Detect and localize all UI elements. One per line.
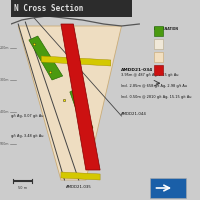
Polygon shape — [61, 172, 100, 180]
Polygon shape — [29, 36, 63, 80]
FancyBboxPatch shape — [154, 52, 163, 62]
FancyBboxPatch shape — [11, 0, 132, 17]
Text: 50 m: 50 m — [18, 186, 27, 190]
Polygon shape — [18, 26, 121, 180]
Text: N Cross Section: N Cross Section — [14, 4, 83, 13]
Text: 200m: 200m — [0, 46, 9, 50]
Text: Incl. 2.85m @ 658 g/t Ag, 2.98 g/t Au: Incl. 2.85m @ 658 g/t Ag, 2.98 g/t Au — [121, 84, 187, 88]
Text: 500m: 500m — [0, 142, 9, 146]
Text: AMDD21-035: AMDD21-035 — [66, 185, 92, 189]
FancyBboxPatch shape — [154, 39, 163, 49]
Text: Incl. 0.50m @ 2810 g/t Ag, 15.15 g/t Au: Incl. 0.50m @ 2810 g/t Ag, 15.15 g/t Au — [121, 95, 191, 99]
Polygon shape — [70, 88, 93, 132]
Text: 400m: 400m — [0, 110, 9, 114]
FancyBboxPatch shape — [150, 178, 186, 198]
Text: EXPLANATION: EXPLANATION — [154, 27, 179, 31]
Text: 3.95m @ 487 g/t Ag, 2.15 g/t Au: 3.95m @ 487 g/t Ag, 2.15 g/t Au — [121, 73, 178, 77]
Text: g/t Ag, 3.48 g/t Au: g/t Ag, 3.48 g/t Au — [11, 134, 44, 138]
Text: 300m: 300m — [0, 78, 9, 82]
Text: AMDD21-044: AMDD21-044 — [121, 112, 146, 116]
Text: AMDD21-034: AMDD21-034 — [121, 68, 153, 72]
FancyBboxPatch shape — [154, 26, 163, 36]
Polygon shape — [41, 56, 111, 66]
FancyBboxPatch shape — [154, 65, 163, 75]
Text: g/t Ag, 0.07 g/t Au: g/t Ag, 0.07 g/t Au — [11, 114, 44, 118]
Polygon shape — [61, 24, 100, 170]
